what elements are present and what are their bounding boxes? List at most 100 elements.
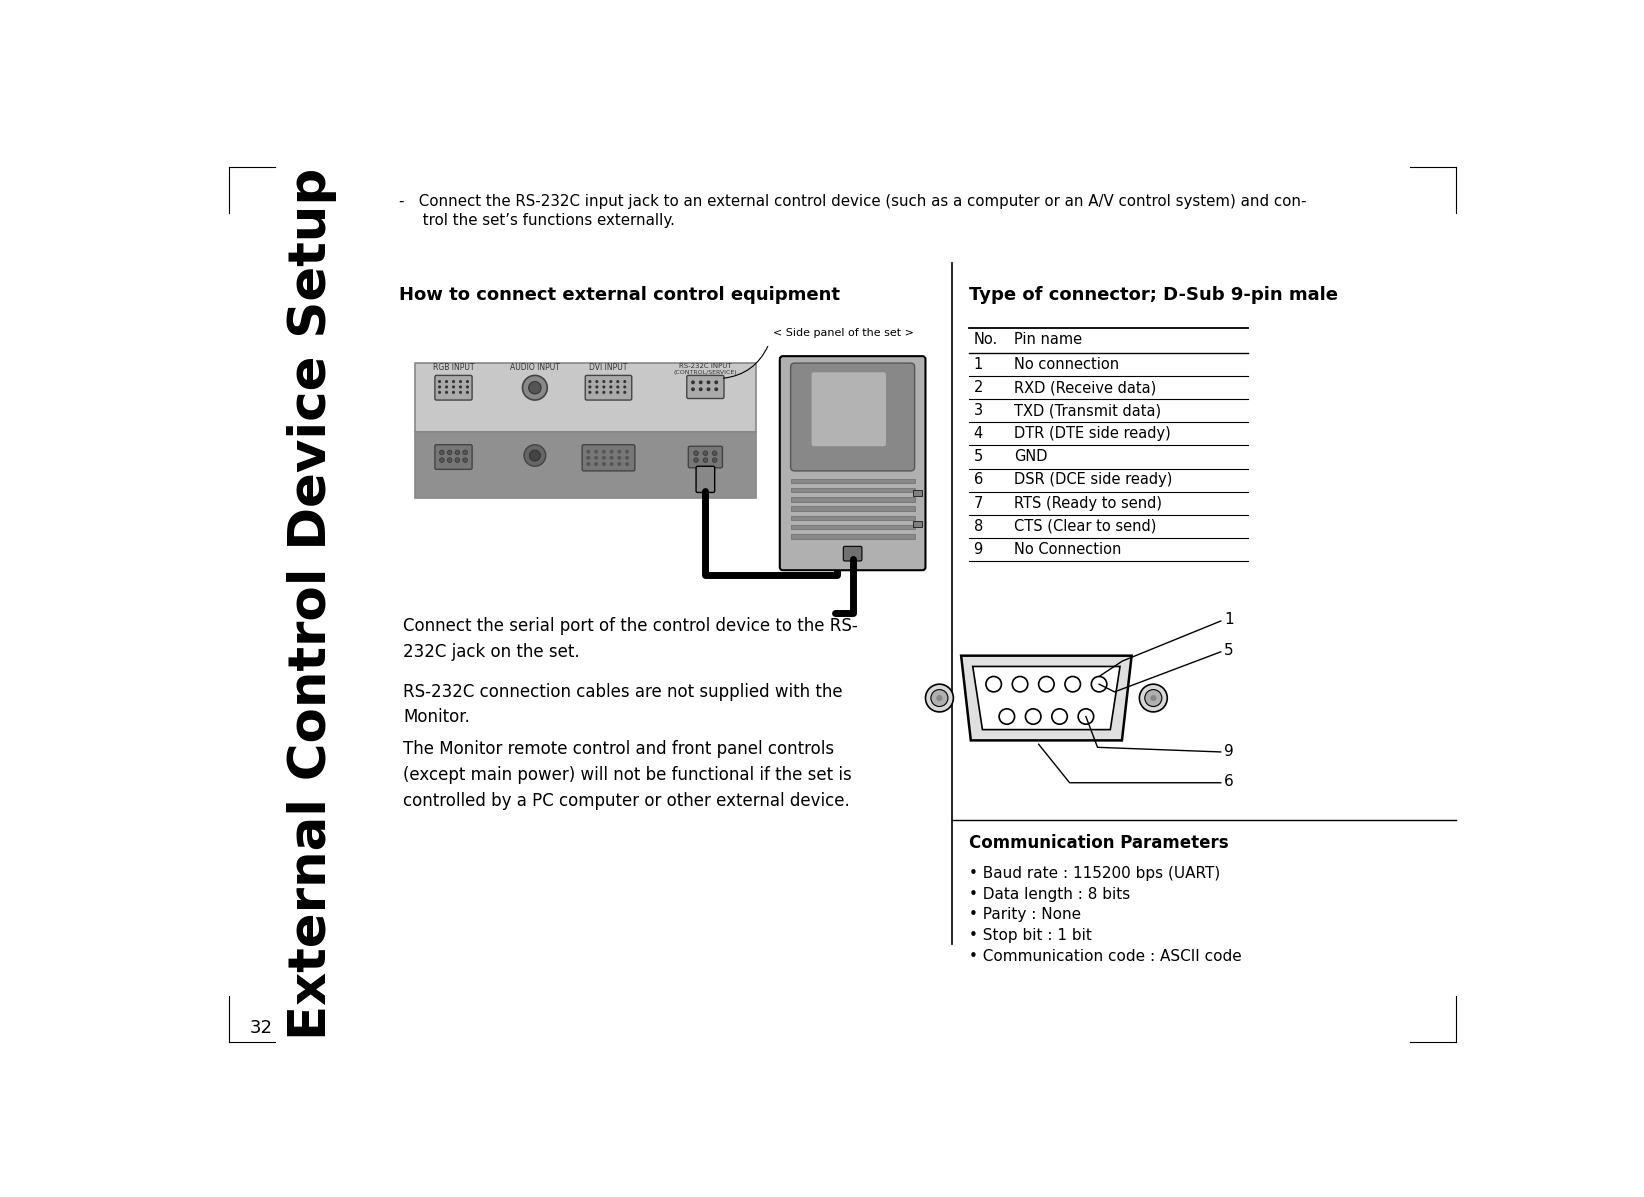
Circle shape bbox=[694, 457, 699, 462]
Text: Connect the serial port of the control device to the RS-
232C jack on the set.: Connect the serial port of the control d… bbox=[403, 618, 858, 661]
Circle shape bbox=[610, 385, 612, 389]
Text: 2: 2 bbox=[973, 379, 983, 395]
Circle shape bbox=[602, 462, 605, 466]
Circle shape bbox=[618, 456, 621, 460]
Circle shape bbox=[602, 379, 605, 383]
Circle shape bbox=[602, 385, 605, 389]
Circle shape bbox=[699, 381, 702, 384]
Circle shape bbox=[459, 385, 462, 389]
Circle shape bbox=[712, 451, 717, 456]
Circle shape bbox=[610, 456, 613, 460]
FancyBboxPatch shape bbox=[687, 376, 723, 399]
Circle shape bbox=[616, 385, 620, 389]
Text: (CONTROL/SERVICE): (CONTROL/SERVICE) bbox=[674, 370, 737, 376]
Text: DTR (DTE side ready): DTR (DTE side ready) bbox=[1014, 426, 1171, 442]
Text: • Baud rate : 115200 bps (UART): • Baud rate : 115200 bps (UART) bbox=[968, 865, 1220, 881]
Bar bbox=[791, 479, 914, 484]
Circle shape bbox=[937, 695, 942, 701]
Circle shape bbox=[595, 390, 598, 394]
Circle shape bbox=[455, 450, 460, 455]
Text: Pin name: Pin name bbox=[1014, 333, 1082, 347]
Text: 6: 6 bbox=[973, 473, 983, 487]
Circle shape bbox=[707, 381, 710, 384]
Circle shape bbox=[1078, 709, 1093, 724]
Text: DSR (DCE side ready): DSR (DCE side ready) bbox=[1014, 473, 1172, 487]
Circle shape bbox=[625, 456, 630, 460]
Circle shape bbox=[690, 381, 695, 384]
Circle shape bbox=[713, 388, 718, 391]
Circle shape bbox=[623, 379, 626, 383]
Circle shape bbox=[1092, 676, 1106, 692]
Bar bbox=[791, 488, 914, 492]
Circle shape bbox=[616, 390, 620, 394]
Circle shape bbox=[589, 385, 592, 389]
Text: -   Connect the RS-232C input jack to an external control device (such as a comp: - Connect the RS-232C input jack to an e… bbox=[399, 194, 1307, 208]
Circle shape bbox=[593, 456, 598, 460]
FancyBboxPatch shape bbox=[436, 376, 472, 400]
FancyBboxPatch shape bbox=[779, 357, 926, 570]
Circle shape bbox=[465, 385, 469, 389]
Bar bbox=[791, 516, 914, 521]
Circle shape bbox=[587, 462, 590, 466]
Circle shape bbox=[1144, 689, 1162, 706]
FancyBboxPatch shape bbox=[819, 508, 842, 551]
Circle shape bbox=[694, 451, 699, 456]
Circle shape bbox=[1065, 676, 1080, 692]
Circle shape bbox=[589, 390, 592, 394]
FancyBboxPatch shape bbox=[689, 446, 722, 468]
Text: How to connect external control equipment: How to connect external control equipmen… bbox=[399, 286, 840, 304]
Circle shape bbox=[704, 451, 707, 456]
Circle shape bbox=[464, 457, 467, 462]
Circle shape bbox=[610, 390, 612, 394]
Text: AUDIO INPUT: AUDIO INPUT bbox=[510, 364, 561, 372]
Text: Type of connector; D-Sub 9-pin male: Type of connector; D-Sub 9-pin male bbox=[968, 286, 1338, 304]
Circle shape bbox=[589, 379, 592, 383]
Circle shape bbox=[529, 450, 541, 461]
Circle shape bbox=[690, 388, 695, 391]
Circle shape bbox=[602, 456, 605, 460]
Bar bbox=[912, 521, 922, 527]
Text: RS-232C INPUT: RS-232C INPUT bbox=[679, 363, 732, 369]
Circle shape bbox=[926, 685, 954, 712]
Circle shape bbox=[437, 385, 441, 389]
Circle shape bbox=[529, 382, 541, 394]
Text: 1: 1 bbox=[1223, 612, 1233, 627]
Text: 9: 9 bbox=[1223, 743, 1233, 759]
Text: No.: No. bbox=[973, 333, 998, 347]
FancyBboxPatch shape bbox=[414, 363, 756, 432]
Text: 6: 6 bbox=[1223, 774, 1233, 790]
FancyBboxPatch shape bbox=[812, 372, 886, 446]
Text: RGB INPUT: RGB INPUT bbox=[432, 364, 473, 372]
Circle shape bbox=[623, 390, 626, 394]
Circle shape bbox=[699, 388, 702, 391]
Circle shape bbox=[1026, 709, 1041, 724]
Circle shape bbox=[459, 379, 462, 383]
Circle shape bbox=[523, 376, 547, 400]
Text: RS-232C connection cables are not supplied with the
Monitor.: RS-232C connection cables are not suppli… bbox=[403, 682, 843, 727]
Bar bbox=[791, 534, 914, 539]
Text: 5: 5 bbox=[973, 449, 983, 464]
Circle shape bbox=[455, 457, 460, 462]
Bar bbox=[912, 490, 922, 497]
Circle shape bbox=[465, 379, 469, 383]
Text: CTS (Clear to send): CTS (Clear to send) bbox=[1014, 518, 1156, 534]
FancyBboxPatch shape bbox=[582, 445, 635, 470]
FancyBboxPatch shape bbox=[791, 363, 914, 470]
Circle shape bbox=[446, 385, 449, 389]
Text: 5: 5 bbox=[1223, 643, 1233, 658]
Text: RTS (Ready to send): RTS (Ready to send) bbox=[1014, 496, 1162, 511]
Text: 1: 1 bbox=[973, 357, 983, 372]
Circle shape bbox=[437, 390, 441, 394]
Polygon shape bbox=[962, 656, 1131, 741]
Text: 32: 32 bbox=[250, 1019, 273, 1037]
Circle shape bbox=[610, 462, 613, 466]
Text: 4: 4 bbox=[973, 426, 983, 442]
Circle shape bbox=[713, 381, 718, 384]
Text: External Control Device Setup: External Control Device Setup bbox=[288, 168, 337, 1040]
FancyBboxPatch shape bbox=[695, 467, 715, 492]
Circle shape bbox=[524, 445, 546, 467]
Circle shape bbox=[602, 450, 605, 454]
Text: < Side panel of the set >: < Side panel of the set > bbox=[773, 328, 914, 339]
FancyBboxPatch shape bbox=[414, 432, 756, 498]
Text: 9: 9 bbox=[973, 542, 983, 557]
